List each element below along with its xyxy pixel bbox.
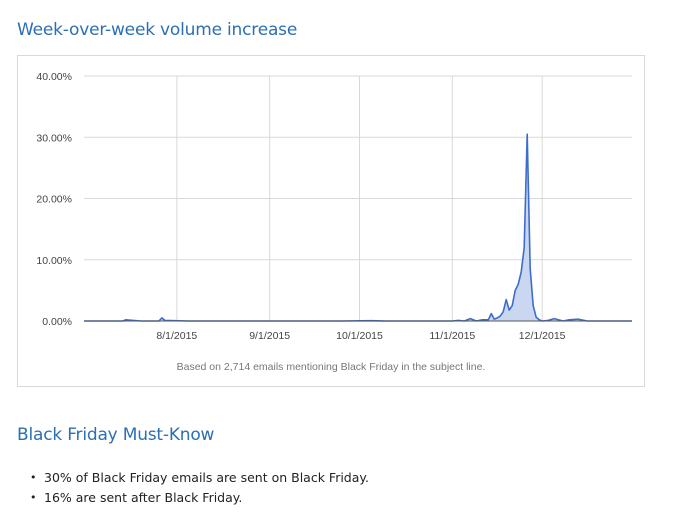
section-heading: Black Friday Must-Know xyxy=(17,425,215,445)
y-tick-label: 20.00% xyxy=(36,194,72,206)
series-line xyxy=(84,133,632,322)
y-tick-label: 0.00% xyxy=(42,316,72,328)
series-area xyxy=(84,134,632,321)
list-item: 16% are sent after Black Friday. xyxy=(30,488,369,508)
chart-heading: Week-over-week volume increase xyxy=(17,20,298,40)
x-tick-label: 9/1/2015 xyxy=(249,330,290,342)
x-tick-label: 10/1/2015 xyxy=(336,330,383,342)
chart-card: 0.00% 10.00% 20.00% 30.00% 40.00% 8/1/2015 9/1… xyxy=(17,55,645,387)
must-know-list: 30% of Black Friday emails are sent on B… xyxy=(30,468,369,508)
x-tick-label: 8/1/2015 xyxy=(156,330,197,342)
y-tick-label: 10.00% xyxy=(36,255,72,267)
x-tick-label: 12/1/2015 xyxy=(519,330,566,342)
x-tick-label: 11/1/2015 xyxy=(429,330,475,342)
list-item: 30% of Black Friday emails are sent on B… xyxy=(30,468,369,488)
chart-caption: Based on 2,714 emails mentioning Black F… xyxy=(176,361,486,373)
y-tick-label: 40.00% xyxy=(36,71,72,83)
volume-chart: 0.00% 10.00% 20.00% 30.00% 40.00% 8/1/2015 9/1… xyxy=(36,71,632,342)
y-tick-label: 30.00% xyxy=(36,132,72,144)
